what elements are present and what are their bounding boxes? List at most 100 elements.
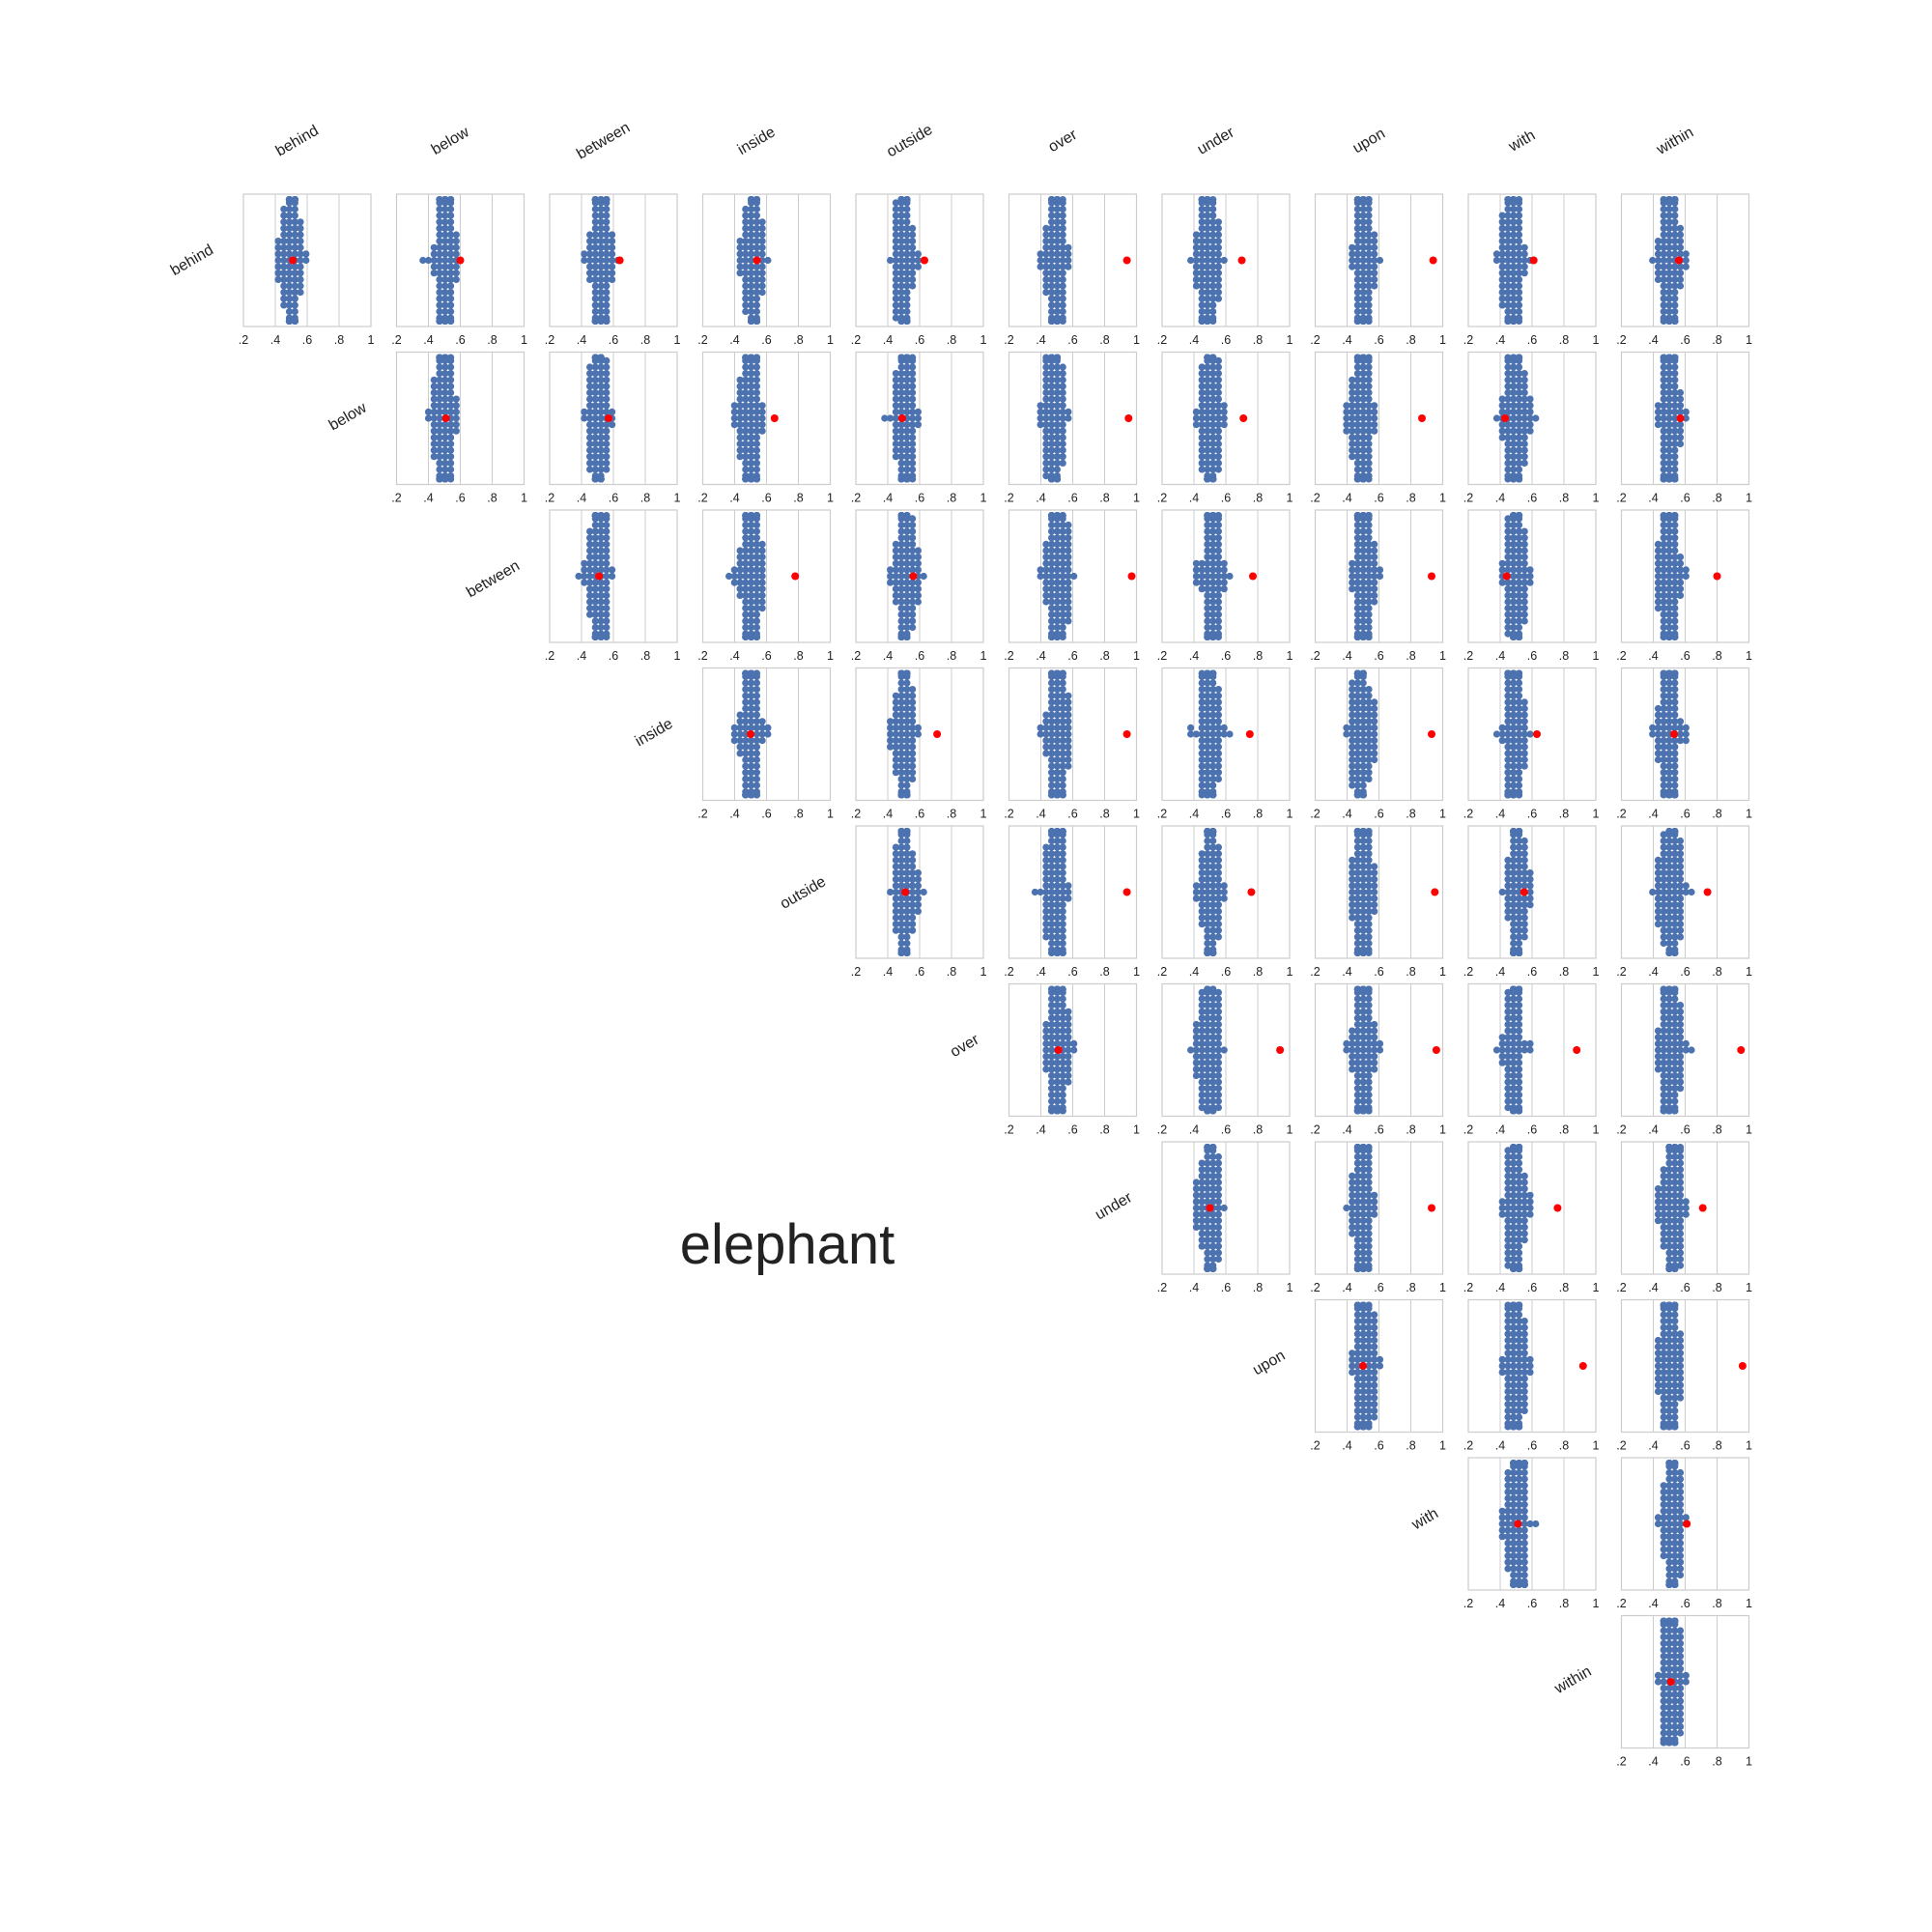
swarm-point: [1371, 711, 1378, 719]
swarm-point: [1053, 212, 1061, 219]
swarm-point: [1671, 250, 1679, 258]
swarm-point: [1214, 730, 1222, 738]
swarm-point: [1349, 692, 1356, 699]
swarm-point: [1042, 402, 1050, 410]
swarm-point: [1504, 196, 1512, 204]
swarm-point: [1048, 598, 1056, 606]
swarm-point: [597, 617, 605, 625]
swarm-point: [1515, 534, 1523, 542]
swarm-point: [897, 205, 905, 213]
swarm-point: [1671, 527, 1679, 535]
swarm-point: [1353, 679, 1361, 687]
swarm-point: [1192, 282, 1200, 290]
swarm-point: [1059, 750, 1066, 757]
swarm-point: [1065, 611, 1072, 618]
swarm-point: [447, 256, 455, 265]
swarm-point: [1198, 388, 1206, 397]
swarm-point: [748, 270, 755, 277]
swarm-point: [1214, 414, 1222, 422]
swarm-point: [1048, 617, 1056, 625]
swarm-point: [1682, 566, 1690, 574]
swarm-point: [1204, 679, 1211, 687]
swarm-point: [597, 238, 605, 245]
swarm-point: [1654, 572, 1662, 581]
swarm-point: [742, 591, 750, 600]
swarm-point: [1353, 512, 1361, 520]
swarm-point: [1192, 414, 1200, 422]
swarm-point: [1504, 307, 1512, 316]
swarm-point: [1214, 218, 1222, 226]
observed-score-marker: [1247, 888, 1256, 896]
swarm-point: [1343, 427, 1350, 435]
swarm-point: [1220, 724, 1228, 732]
swarm-point: [742, 427, 750, 435]
swarm-point: [597, 289, 605, 297]
swarm-point: [736, 402, 744, 410]
swarm-point: [1214, 540, 1222, 549]
swarm-point: [1053, 669, 1061, 677]
swarm-point: [1048, 224, 1056, 232]
swarm-point: [1365, 317, 1373, 325]
swarm-point: [897, 527, 905, 535]
swarm-point: [748, 534, 755, 542]
swarm-point: [1520, 256, 1528, 265]
swarm-point: [909, 743, 917, 751]
swarm-point: [1042, 540, 1050, 549]
swarm-point: [1359, 775, 1367, 783]
swarm-point: [1660, 453, 1667, 461]
swarm-point: [1059, 605, 1066, 612]
swarm-point: [736, 250, 744, 258]
swarm-point: [297, 243, 304, 251]
swarm-point: [1520, 414, 1528, 422]
x-tick-label: 1: [1439, 965, 1446, 979]
swarm-point: [447, 317, 455, 325]
swarm-point: [1665, 512, 1673, 520]
swarm-point: [591, 205, 599, 213]
swarm-point: [903, 698, 911, 706]
swarm-point: [597, 521, 605, 529]
swarm-point: [1498, 289, 1506, 297]
swarm-point: [903, 791, 911, 799]
swarm-point: [1504, 218, 1512, 226]
swarm-point: [909, 354, 917, 361]
swarm-point: [1365, 512, 1373, 520]
swarm-point: [1204, 686, 1211, 694]
swarm-point: [742, 781, 750, 789]
swarm-point: [1214, 692, 1222, 699]
swarm-point: [1504, 791, 1512, 799]
swarm-point: [903, 289, 911, 297]
swarm-point: [1226, 730, 1234, 738]
swarm-point: [1371, 427, 1378, 435]
swarm-point: [280, 224, 288, 232]
swarm-point: [1053, 218, 1061, 226]
swarm-point: [1359, 598, 1367, 606]
swarm-point: [753, 572, 761, 581]
swarm-point: [753, 238, 761, 245]
swarm-point: [452, 243, 460, 251]
swarm-point: [892, 434, 900, 441]
swarm-point: [1065, 598, 1072, 606]
swarm-point: [1359, 307, 1367, 316]
swarm-point: [1048, 453, 1056, 461]
swarm-point: [1665, 633, 1673, 641]
swarm-point: [603, 566, 611, 574]
swarm-point: [897, 238, 905, 245]
swarm-point: [892, 711, 900, 719]
swarm-point: [1371, 579, 1378, 586]
swarm-point: [742, 289, 750, 297]
swarm-point: [1359, 718, 1367, 725]
swarm-point: [753, 579, 761, 586]
swarm-point: [597, 383, 605, 390]
swarm-point: [1654, 421, 1662, 429]
swarm-point: [730, 566, 738, 574]
swarm-point: [1515, 521, 1523, 529]
swarm-point: [1359, 724, 1367, 732]
swarm-point: [1059, 256, 1066, 265]
observed-score-marker: [1245, 730, 1254, 738]
swarm-point: [1510, 547, 1518, 554]
swarm-point: [1349, 383, 1356, 390]
swarm-point: [1353, 781, 1361, 789]
swarm-point: [1520, 837, 1528, 845]
observed-score-marker: [605, 414, 612, 422]
swarm-point: [603, 521, 611, 529]
